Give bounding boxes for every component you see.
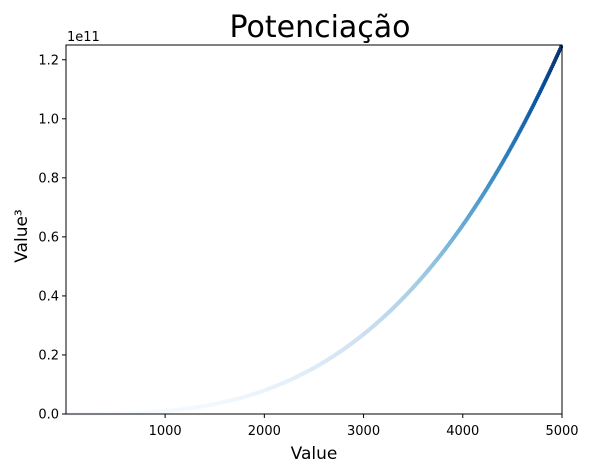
x-tick-label: 1000 bbox=[149, 424, 182, 439]
y-tick-label: 0.4 bbox=[38, 289, 59, 304]
scatter-points bbox=[64, 44, 564, 416]
x-axis-ticks: 1000 2000 3000 4000 5000 bbox=[149, 414, 579, 439]
y-tick-label: 0.2 bbox=[38, 348, 59, 363]
x-tick-label: 2000 bbox=[248, 424, 281, 439]
x-tick-label: 3000 bbox=[347, 424, 380, 439]
y-axis-label: Value³ bbox=[12, 209, 32, 263]
plot-frame bbox=[65, 44, 563, 415]
scatter-point bbox=[559, 44, 564, 49]
y-tick-label: 0.0 bbox=[38, 408, 59, 423]
chart-title: Potenciação bbox=[229, 10, 410, 45]
x-tick-label: 4000 bbox=[446, 424, 479, 439]
y-axis-ticks: 0.0 0.2 0.4 0.6 0.8 1.0 1.2 bbox=[38, 53, 66, 423]
y-tick-label: 1.2 bbox=[38, 53, 59, 68]
y-offset-label: 1e11 bbox=[67, 30, 100, 45]
y-tick-label: 1.0 bbox=[38, 112, 59, 127]
x-axis-label: Value bbox=[291, 444, 338, 464]
x-tick-label: 5000 bbox=[545, 424, 578, 439]
y-tick-label: 0.6 bbox=[38, 230, 59, 245]
y-tick-label: 0.8 bbox=[38, 171, 59, 186]
